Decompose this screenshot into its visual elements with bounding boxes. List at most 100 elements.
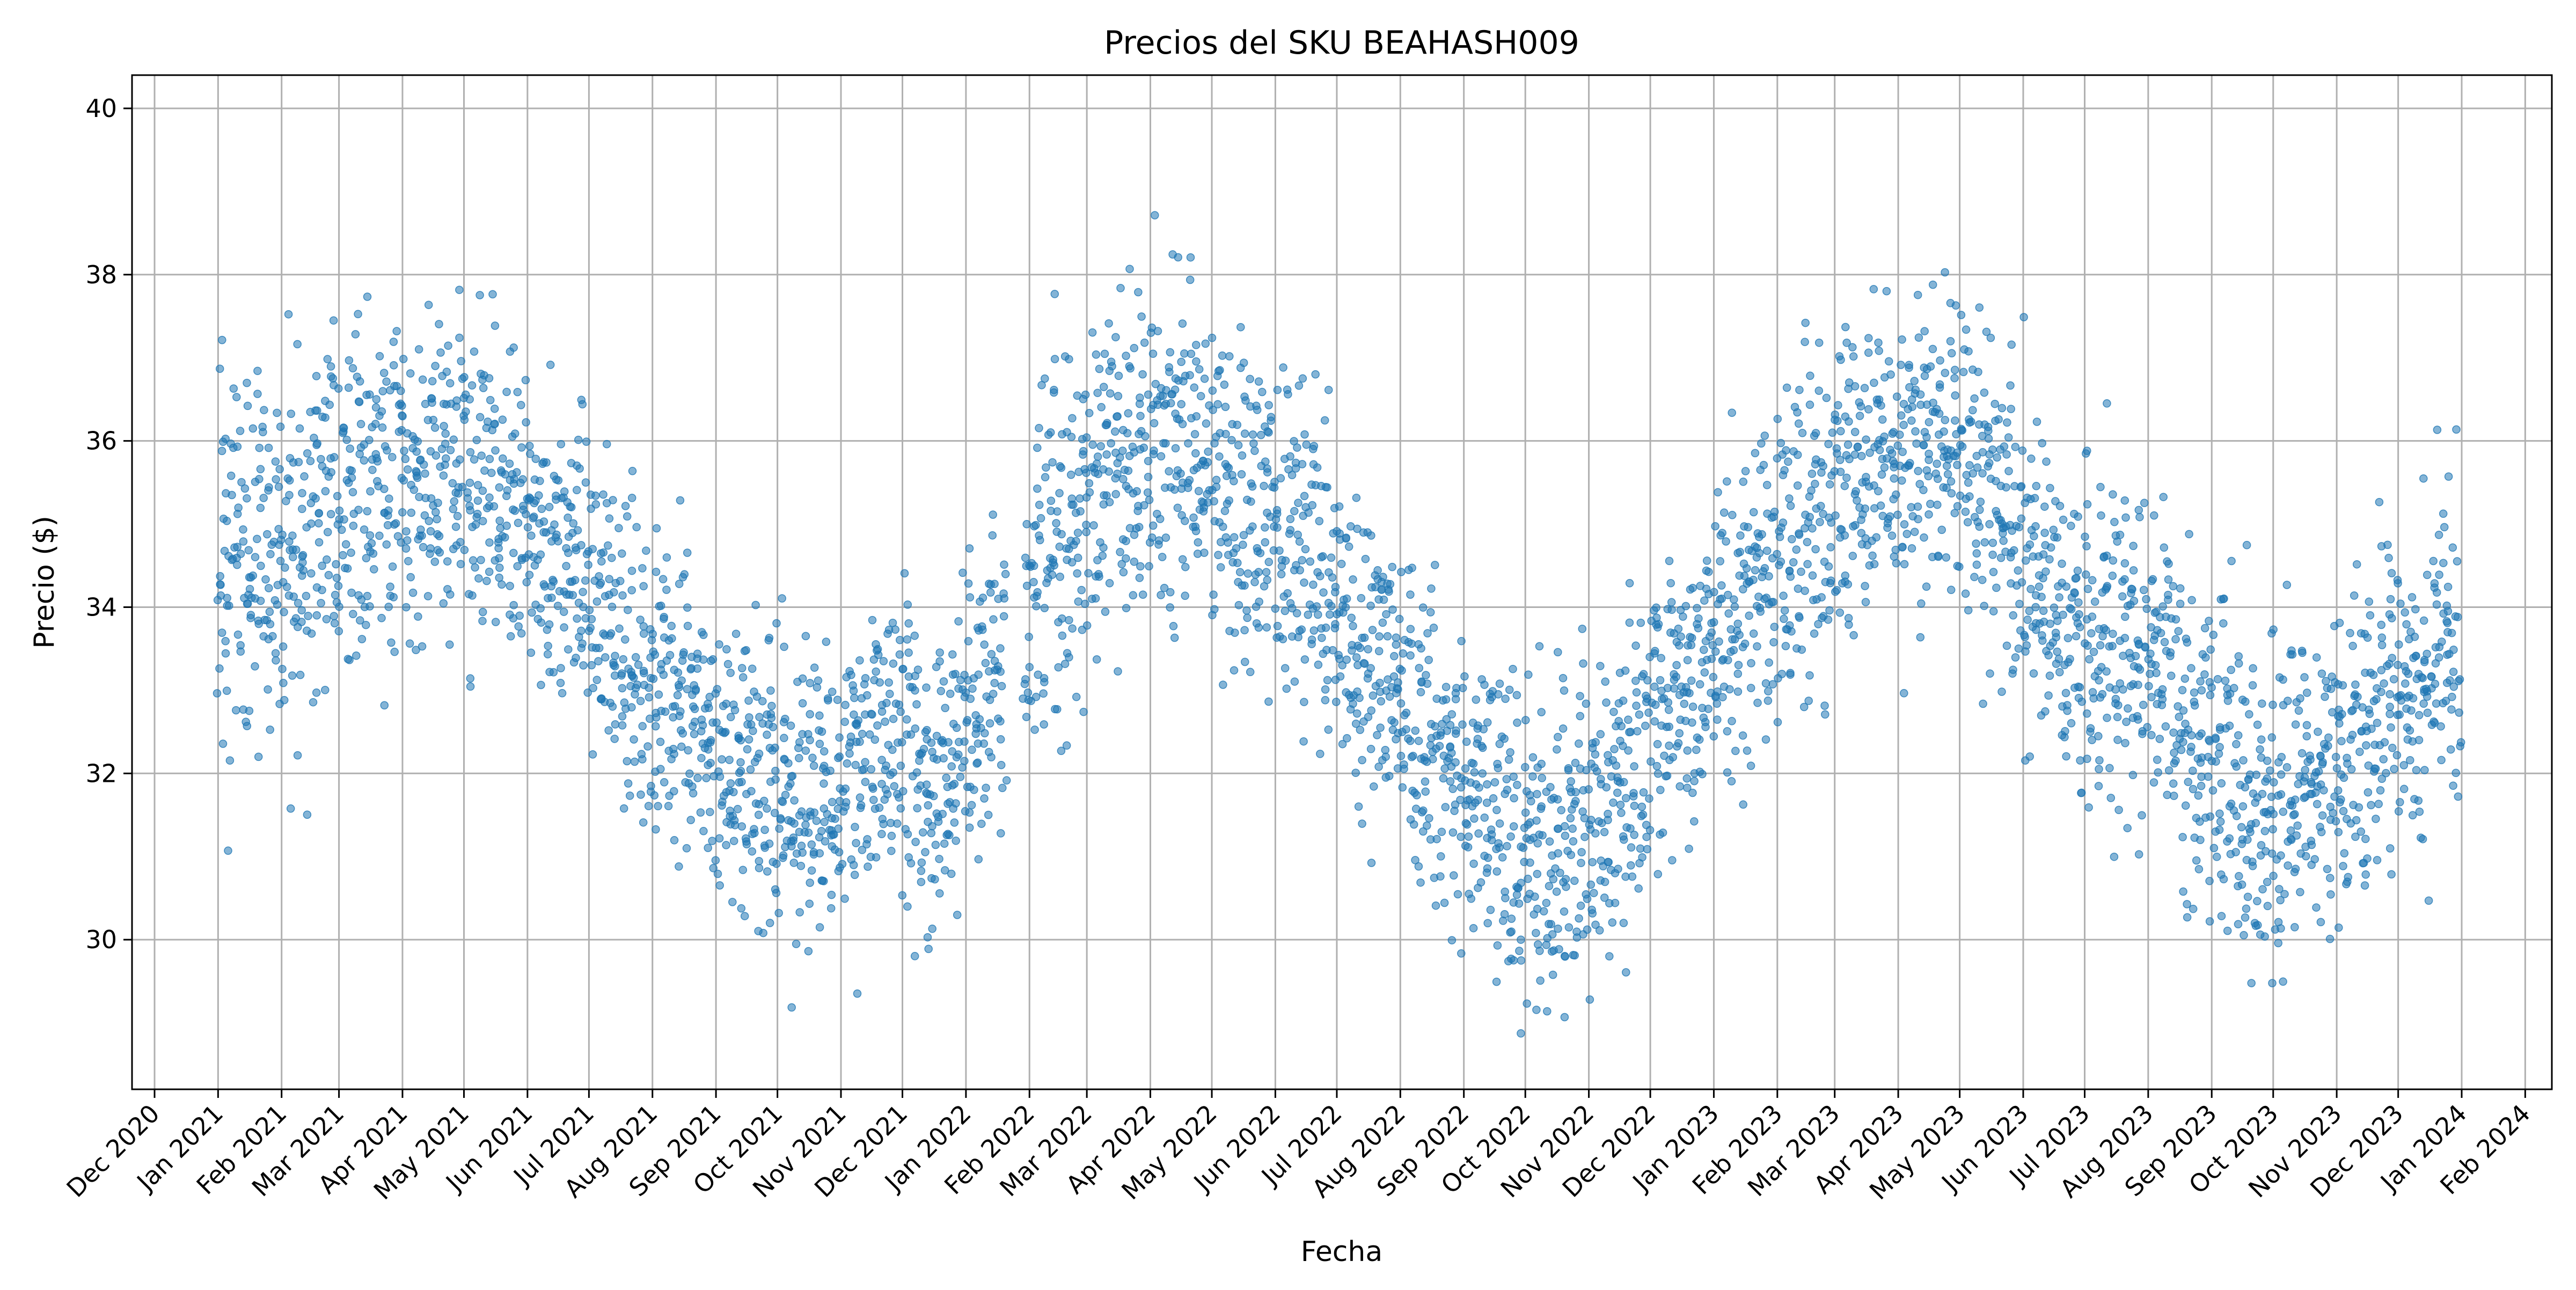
data-point: [1564, 766, 1573, 774]
data-point: [715, 834, 724, 843]
data-point: [1787, 627, 1796, 636]
data-point: [1951, 301, 1960, 310]
data-point: [643, 742, 652, 751]
data-point: [428, 377, 437, 386]
data-point: [264, 443, 273, 452]
data-point: [1723, 591, 1732, 599]
data-point: [2046, 543, 2055, 552]
data-point: [968, 745, 976, 754]
data-point: [1208, 386, 1217, 395]
data-point: [1300, 698, 1308, 706]
data-point: [1052, 519, 1060, 527]
data-point: [965, 544, 974, 553]
data-point: [1816, 518, 1824, 526]
data-point: [1561, 952, 1569, 961]
data-point: [362, 554, 371, 562]
data-point: [2166, 651, 2175, 661]
data-point: [1907, 416, 1916, 425]
data-point: [347, 548, 355, 557]
data-point: [1924, 510, 1933, 519]
data-point: [840, 717, 849, 726]
data-point: [662, 585, 671, 594]
data-point: [2392, 751, 2402, 760]
data-point: [1140, 338, 1149, 347]
data-point: [1148, 521, 1158, 530]
data-point: [752, 692, 762, 701]
data-point: [930, 791, 938, 801]
data-point: [382, 377, 391, 386]
data-point: [1709, 732, 1718, 741]
data-point: [2404, 669, 2413, 678]
data-point: [1447, 710, 1457, 719]
data-point: [780, 734, 788, 743]
data-point: [1965, 492, 1974, 501]
data-point: [1129, 591, 1138, 600]
data-point: [1186, 253, 1195, 262]
data-point: [1057, 463, 1066, 472]
data-point: [725, 756, 734, 764]
data-point: [1596, 662, 1605, 670]
data-point: [1727, 777, 1736, 786]
data-point: [1674, 739, 1683, 747]
data-point: [989, 510, 997, 519]
data-point: [246, 613, 255, 622]
data-point: [307, 569, 316, 578]
data-point: [1744, 523, 1752, 532]
data-point: [704, 844, 712, 852]
data-point: [1817, 502, 1825, 510]
data-point: [1632, 688, 1641, 697]
data-point: [1964, 606, 1973, 615]
data-point: [2363, 633, 2372, 642]
data-point: [1690, 817, 1699, 826]
data-point: [2449, 668, 2458, 676]
data-point: [314, 538, 324, 547]
data-point: [253, 390, 262, 398]
data-point: [502, 522, 511, 530]
data-point: [1560, 907, 1569, 916]
data-point: [745, 713, 753, 722]
data-point: [528, 608, 536, 617]
data-point: [1326, 610, 1334, 619]
data-point: [1561, 831, 1570, 840]
data-point: [2171, 635, 2180, 644]
data-point: [1635, 710, 1644, 719]
data-point: [1786, 670, 1795, 679]
data-point: [1975, 505, 1984, 514]
data-point: [1658, 828, 1667, 837]
data-point: [1610, 745, 1619, 753]
data-point: [740, 647, 749, 655]
data-point: [1228, 471, 1236, 480]
data-point: [970, 786, 978, 794]
data-point: [348, 488, 357, 496]
data-point: [1464, 832, 1473, 841]
data-point: [2448, 543, 2457, 552]
data-point: [236, 647, 245, 656]
data-point: [1672, 661, 1681, 670]
data-point: [367, 539, 376, 548]
data-point: [1628, 872, 1637, 881]
data-point: [1833, 416, 1842, 426]
data-point: [2365, 709, 2374, 719]
data-point: [478, 607, 487, 617]
data-point: [1898, 448, 1907, 456]
data-point: [1537, 759, 1546, 768]
data-point: [502, 387, 511, 397]
data-point: [2105, 764, 2114, 773]
data-point: [2204, 772, 2213, 781]
data-point: [1351, 719, 1360, 728]
data-point: [2134, 505, 2143, 515]
data-point: [232, 393, 241, 401]
data-point: [867, 765, 876, 774]
data-point: [935, 854, 943, 863]
data-point: [495, 554, 503, 563]
data-point: [1660, 751, 1668, 760]
data-point: [1421, 787, 1430, 796]
data-point: [833, 695, 842, 704]
data-point: [652, 567, 661, 576]
data-point: [255, 475, 264, 483]
data-point: [658, 575, 668, 584]
data-point: [1273, 385, 1282, 394]
data-point: [1602, 698, 1611, 707]
data-point: [965, 808, 974, 817]
